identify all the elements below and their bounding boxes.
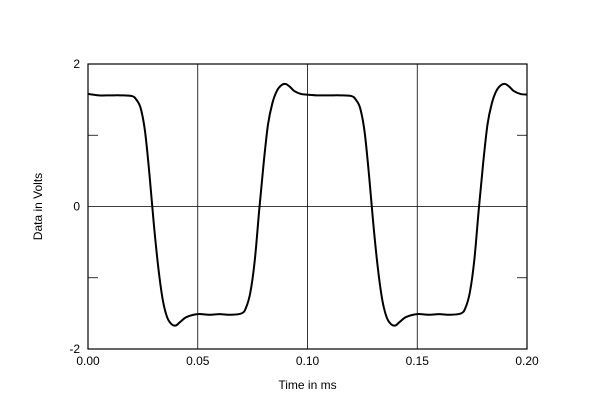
y-tick-label: 2 <box>73 57 80 71</box>
tick-labels: 0.00 0.05 0.10 0.15 0.20 2 0 -2 <box>69 57 539 368</box>
y-tick-label: -2 <box>69 342 80 356</box>
x-tick-label: 0.05 <box>186 354 210 368</box>
y-tick-label: 0 <box>73 200 80 214</box>
y-axis-label: Data in Volts <box>31 173 45 240</box>
x-tick-label: 0.15 <box>406 354 430 368</box>
x-tick-label: 0.00 <box>76 354 100 368</box>
gridlines <box>88 64 527 349</box>
series-line <box>87 82 528 327</box>
x-tick-label: 0.10 <box>296 354 320 368</box>
axis-ticks <box>88 134 527 279</box>
plot-frame <box>87 63 528 350</box>
x-tick-label: 0.20 <box>515 354 539 368</box>
series-group <box>87 82 528 327</box>
x-axis-label: Time in ms <box>278 378 336 392</box>
